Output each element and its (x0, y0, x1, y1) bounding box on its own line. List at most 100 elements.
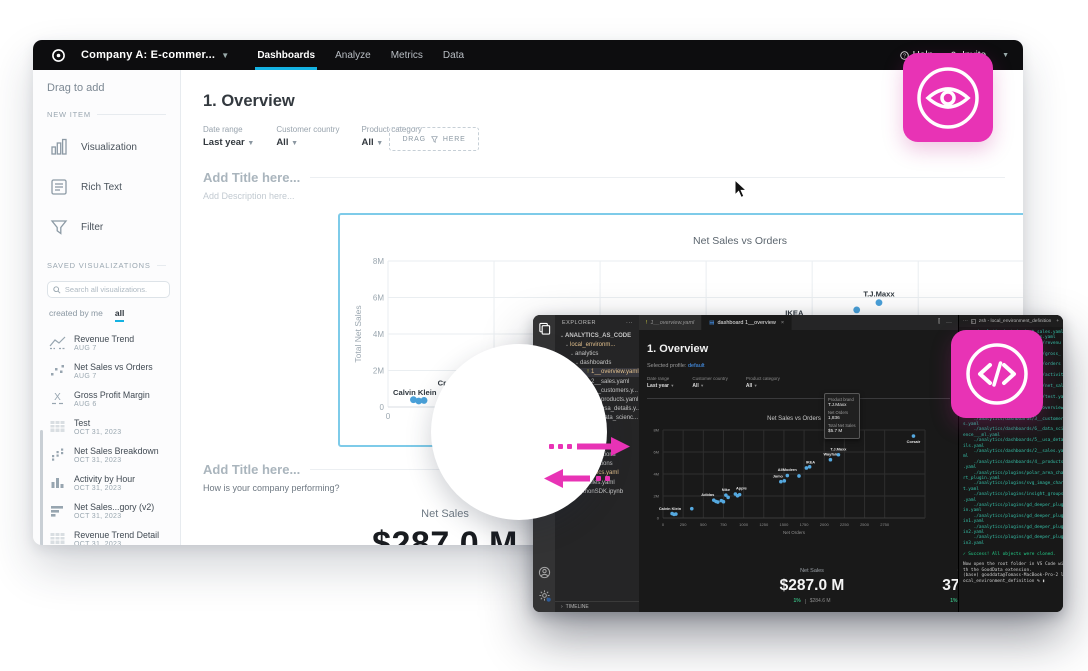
data-point-corsair[interactable] (911, 434, 916, 438)
tree-folder-dashboards[interactable]: ⌄ dashboards (555, 359, 639, 368)
preview-filter-bar: Date range Last year ▼ Customer country All… (647, 376, 780, 389)
chevron-down-icon: ▼ (700, 383, 705, 388)
data-point[interactable] (807, 465, 812, 469)
file-name: 3__customers.y... (591, 387, 638, 394)
new-terminal-icon[interactable]: + (1056, 318, 1059, 324)
file-name: 2__sales.yaml (591, 378, 630, 385)
point-label: Calvin Klein (659, 506, 682, 511)
new-item-rich-text[interactable]: Rich Text (47, 175, 180, 199)
activity-bar-bottom (533, 566, 555, 602)
account-icon[interactable] (538, 566, 551, 579)
sidebar-scrollbar[interactable] (40, 430, 43, 545)
new-item-filter[interactable]: Filter (47, 215, 180, 239)
data-point[interactable] (853, 306, 861, 314)
saved-visualization-item[interactable]: Activity by Hour OCT 31, 2023 (33, 469, 180, 497)
kpi-label: Net Sales (421, 508, 469, 520)
section-header-2: Add Title here... How is your company pe… (203, 462, 1005, 493)
preview-kpi-net-sales[interactable]: Net Sales $287.0 M 1% $284.6 M (779, 568, 845, 604)
terminal-line: ./analytics/plugins/gd_deeper_plug (963, 513, 1063, 519)
explorer-more-actions-icon[interactable]: ··· (626, 320, 633, 326)
saved-visualization-item[interactable]: Net Sales...gory (v2) OCT 31, 2023 (33, 497, 180, 525)
preview-kpi-orders[interactable]: Orders 37,155 1% 36,880 (906, 568, 958, 604)
filter-date-range[interactable]: Date range Last year ▼ (203, 125, 254, 148)
new-item-visualization[interactable]: Visualization (47, 135, 180, 159)
gooddata-logo-icon[interactable] (51, 48, 66, 63)
explorer-icon[interactable] (538, 322, 551, 335)
filter-customer-country[interactable]: Customer country All ▼ (692, 376, 728, 389)
data-point[interactable] (797, 474, 801, 478)
file-name: dashboards (580, 360, 612, 367)
data-point-allmodern[interactable] (785, 473, 790, 478)
data-point[interactable] (782, 479, 787, 483)
split-editor-icon[interactable]: ⫿ (938, 319, 940, 325)
editor-tab-1-overview-yaml[interactable]: ! 1__overview.yaml (639, 315, 703, 330)
settings-gear-icon[interactable] (538, 589, 551, 602)
filter-label: Customer country (276, 125, 340, 134)
data-point[interactable] (737, 492, 742, 497)
drag-filter-here-dropzone[interactable]: DRAG HERE (389, 127, 479, 151)
filter-value: All ▼ (692, 383, 705, 389)
tree-folder-analytics[interactable]: ⌄ analytics (555, 349, 639, 358)
saved-visualization-item[interactable]: Test OCT 31, 2023 (33, 413, 180, 441)
section-description-placeholder[interactable]: Add Description here... (203, 191, 295, 201)
data-point-calvin-klein[interactable] (415, 397, 423, 405)
tab-label: 1__overview.yaml (650, 319, 695, 326)
data-point-t-j-maxx[interactable] (836, 452, 841, 457)
data-point[interactable] (410, 396, 417, 404)
data-point[interactable] (689, 506, 694, 511)
section-title-placeholder[interactable]: Add Title here... (203, 462, 1005, 477)
close-icon[interactable]: × (780, 319, 785, 326)
tooltip-value: 1,836 (828, 415, 840, 420)
nav-tab-dashboards[interactable]: Dashboards (255, 40, 317, 70)
saved-visualization-item[interactable]: Revenue Trend Detail OCT 31, 2023 (33, 525, 180, 545)
more-actions-icon[interactable]: ··· (946, 319, 952, 326)
data-point-wayfair[interactable] (828, 457, 833, 462)
data-point-nike[interactable] (724, 493, 728, 497)
visualization-icon (47, 135, 71, 159)
data-point[interactable] (716, 500, 720, 504)
nav-tab-metrics[interactable]: Metrics (390, 49, 423, 61)
data-point-jamo[interactable] (779, 479, 783, 484)
tab-created-by-me[interactable]: created by me (49, 308, 103, 318)
tree-folder-analytics-as-code[interactable]: ⌄ ANALYTICS_AS_CODE (555, 331, 639, 340)
svg-text:1500: 1500 (779, 522, 789, 527)
timeline-section[interactable]: › TIMELINE (555, 601, 639, 612)
data-point[interactable] (674, 512, 678, 516)
tab-all[interactable]: all (114, 308, 125, 322)
editor-tab-dashboard-1-overview[interactable]: ▤ dashboard 1__overview × (702, 315, 793, 330)
rich-text-icon (47, 175, 71, 199)
data-point[interactable] (726, 495, 730, 500)
section-title-placeholder[interactable]: Add Title here... (203, 170, 1005, 185)
filter-product-category[interactable]: Product category All ▼ (746, 376, 780, 389)
data-point[interactable] (721, 499, 726, 504)
chevron-down-icon: ▼ (291, 140, 299, 147)
saved-visualization-item[interactable]: Net Sales Breakdown OCT 31, 2023 (33, 441, 180, 469)
terminal-line: t.yaml (963, 486, 979, 492)
saved-visualization-item[interactable]: X Gross Profit Margin AUG 6 (33, 385, 180, 413)
terminal-line: .yaml (963, 497, 977, 503)
data-point[interactable] (420, 397, 428, 404)
chevron-down-icon: ⌄ (559, 332, 565, 339)
terminal-line: ./analytics/plugins/svg_image_char (963, 481, 1063, 487)
filter-customer-country[interactable]: Customer country All ▼ (276, 125, 339, 148)
account-menu-chevron[interactable]: ▼ (1002, 51, 1009, 59)
workspace-switcher[interactable]: Company A: E-commer... ▼ (81, 49, 229, 61)
new-item-header: NEW ITEM (47, 110, 166, 119)
file-name: 6__data_scienc... (591, 415, 639, 422)
saved-visualization-item[interactable]: Revenue Trend AUG 7 (33, 329, 180, 357)
nav-tab-data[interactable]: Data (442, 49, 465, 61)
nav-tab-analyze[interactable]: Analyze (335, 49, 371, 61)
magnifier-circle-graphic (431, 344, 607, 520)
saved-visualization-item[interactable]: Net Sales vs Orders AUG 7 (33, 357, 180, 385)
data-point-t-j-maxx[interactable] (875, 299, 883, 307)
search-input[interactable] (64, 285, 164, 294)
tree-file-1-overview-yaml[interactable]: ! 1__overview.yaml (555, 367, 639, 377)
tree-folder-local-environm-[interactable]: ⌄ local_environm... (555, 340, 639, 349)
profile-value-link[interactable]: default (687, 363, 705, 369)
explorer-header: EXPLORER ··· (562, 320, 633, 326)
kpi-net-sales[interactable]: Net Sales $287.0 M (338, 508, 552, 545)
more-actions-icon[interactable]: ··· (963, 318, 968, 324)
svg-text:2M: 2M (653, 493, 659, 498)
data-point-ikea[interactable] (804, 466, 809, 470)
filter-date-range[interactable]: Date range Last year ▼ (647, 376, 674, 389)
